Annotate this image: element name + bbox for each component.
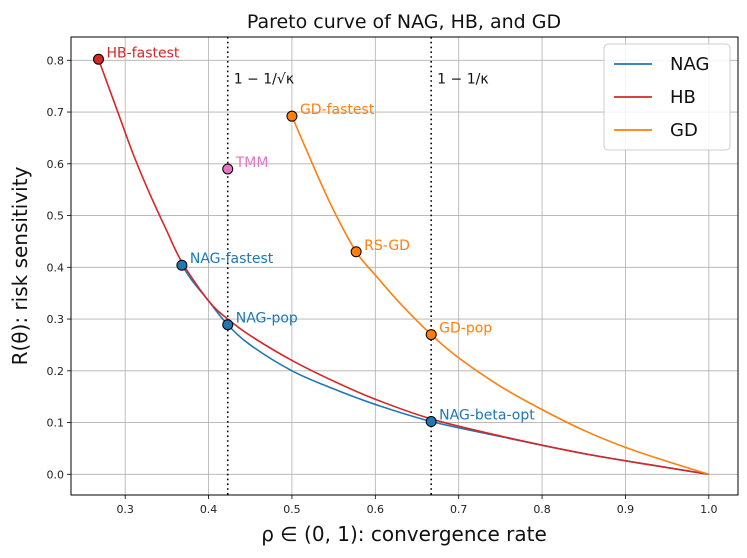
reference-lines: 1 − 1/√κ 1 − 1/κ xyxy=(226,37,489,495)
legend-label: NAG xyxy=(670,54,709,75)
point-nag-pop xyxy=(222,319,234,331)
x-tick-label: 0.6 xyxy=(367,503,385,516)
point-nag-beta-opt xyxy=(425,416,437,428)
x-tick-label: 0.9 xyxy=(617,503,635,516)
x-axis-label: ρ ∈ (0, 1): convergence rate xyxy=(261,522,547,546)
vline-label: 1 − 1/κ xyxy=(437,72,488,88)
point-rs-gd xyxy=(350,246,362,258)
point-label: RS-GD xyxy=(364,238,410,254)
point-hb-fastest xyxy=(93,53,105,65)
series-lines xyxy=(97,58,710,476)
x-tick-label: 0.4 xyxy=(200,503,218,516)
legend: NAG HB GD xyxy=(603,43,731,151)
point-label: HB-fastest xyxy=(107,45,180,61)
y-axis-label: R(θ): risk sensitivity xyxy=(8,166,32,365)
x-tick-label: 0.7 xyxy=(450,503,468,516)
point-nag-fastest xyxy=(176,259,188,271)
axis-ticks: 0.3 0.4 0.5 0.6 0.7 0.8 0.9 1.0 0.0 0.1 0.2 0.3 0.4 0… xyxy=(47,54,718,516)
point-label: TMM xyxy=(235,155,269,171)
legend-box xyxy=(603,43,731,151)
y-tick-label: 0.7 xyxy=(47,106,65,119)
x-tick-label: 1.0 xyxy=(700,503,718,516)
chart-title: Pareto curve of NAG, HB, and GD xyxy=(247,11,561,33)
point-label: NAG-pop xyxy=(236,311,298,327)
series-nag-line xyxy=(181,264,709,476)
point-label: NAG-beta-opt xyxy=(439,408,535,424)
point-gd-pop xyxy=(425,329,437,341)
series-hb-line xyxy=(97,58,709,476)
y-tick-label: 0.1 xyxy=(47,417,65,430)
x-tick-label: 0.5 xyxy=(283,503,301,516)
point-tmm xyxy=(222,163,234,175)
y-tick-label: 0.0 xyxy=(47,468,65,481)
y-tick-label: 0.6 xyxy=(47,158,65,171)
point-label: GD-fastest xyxy=(300,102,375,118)
point-label: NAG-fastest xyxy=(190,251,274,267)
highlight-points: HB-fastest TMM GD-fastest RS-GD GD-pop NAG-fa… xyxy=(93,45,535,428)
legend-label: HB xyxy=(670,87,696,108)
y-tick-label: 0.3 xyxy=(47,313,65,326)
y-tick-label: 0.8 xyxy=(47,54,65,67)
series-gd-line xyxy=(291,115,710,476)
vline-label: 1 − 1/√κ xyxy=(234,72,294,88)
plot-frame xyxy=(70,36,739,496)
y-tick-label: 0.5 xyxy=(47,210,65,223)
x-tick-label: 0.8 xyxy=(533,503,551,516)
y-tick-label: 0.4 xyxy=(47,261,65,274)
point-gd-fastest xyxy=(286,110,298,122)
grid-lines xyxy=(71,37,738,495)
y-tick-label: 0.2 xyxy=(47,365,65,378)
point-label: GD-pop xyxy=(439,321,492,337)
legend-label: GD xyxy=(670,120,698,141)
x-tick-label: 0.3 xyxy=(116,503,134,516)
